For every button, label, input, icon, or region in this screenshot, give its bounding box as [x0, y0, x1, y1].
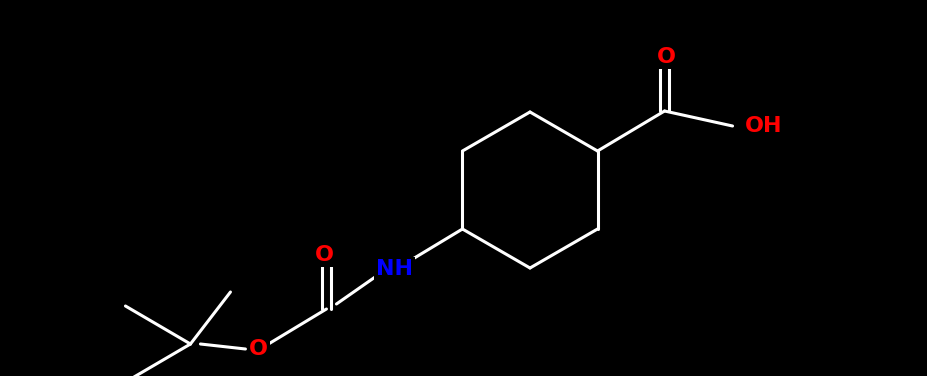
Text: O: O	[248, 339, 268, 359]
Text: OH: OH	[743, 116, 781, 136]
Text: NH: NH	[375, 259, 413, 279]
Text: O: O	[314, 245, 334, 265]
Text: O: O	[656, 47, 676, 67]
